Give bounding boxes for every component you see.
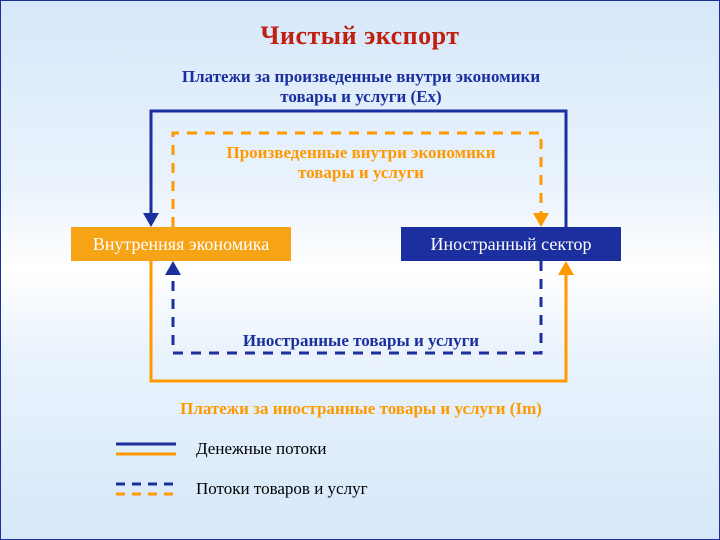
label-im: Платежи за иностранные товары и услуги (… bbox=[1, 399, 720, 419]
flow-solid_orange bbox=[151, 261, 566, 381]
label-ex-line2: товары и услуги (Ex) bbox=[1, 87, 720, 107]
label-ex-line1: Платежи за произведенные внутри экономик… bbox=[1, 67, 720, 87]
label-goods-out-line1: Произведенные внутри экономики bbox=[1, 143, 720, 163]
legend-goods-label: Потоки товаров и услуг bbox=[196, 479, 368, 499]
label-goods-out-line2: товары и услуги bbox=[1, 163, 720, 183]
diagram-title: Чистый экспорт bbox=[1, 21, 719, 51]
label-goods-in: Иностранные товары и услуги bbox=[1, 331, 720, 351]
legend-money-label: Денежные потоки bbox=[196, 439, 327, 459]
box-domestic-economy: Внутренняя экономика bbox=[71, 227, 291, 261]
diagram-stage: Чистый экспорт Платежи за произведенные … bbox=[0, 0, 720, 540]
box-foreign-sector: Иностранный сектор bbox=[401, 227, 621, 261]
